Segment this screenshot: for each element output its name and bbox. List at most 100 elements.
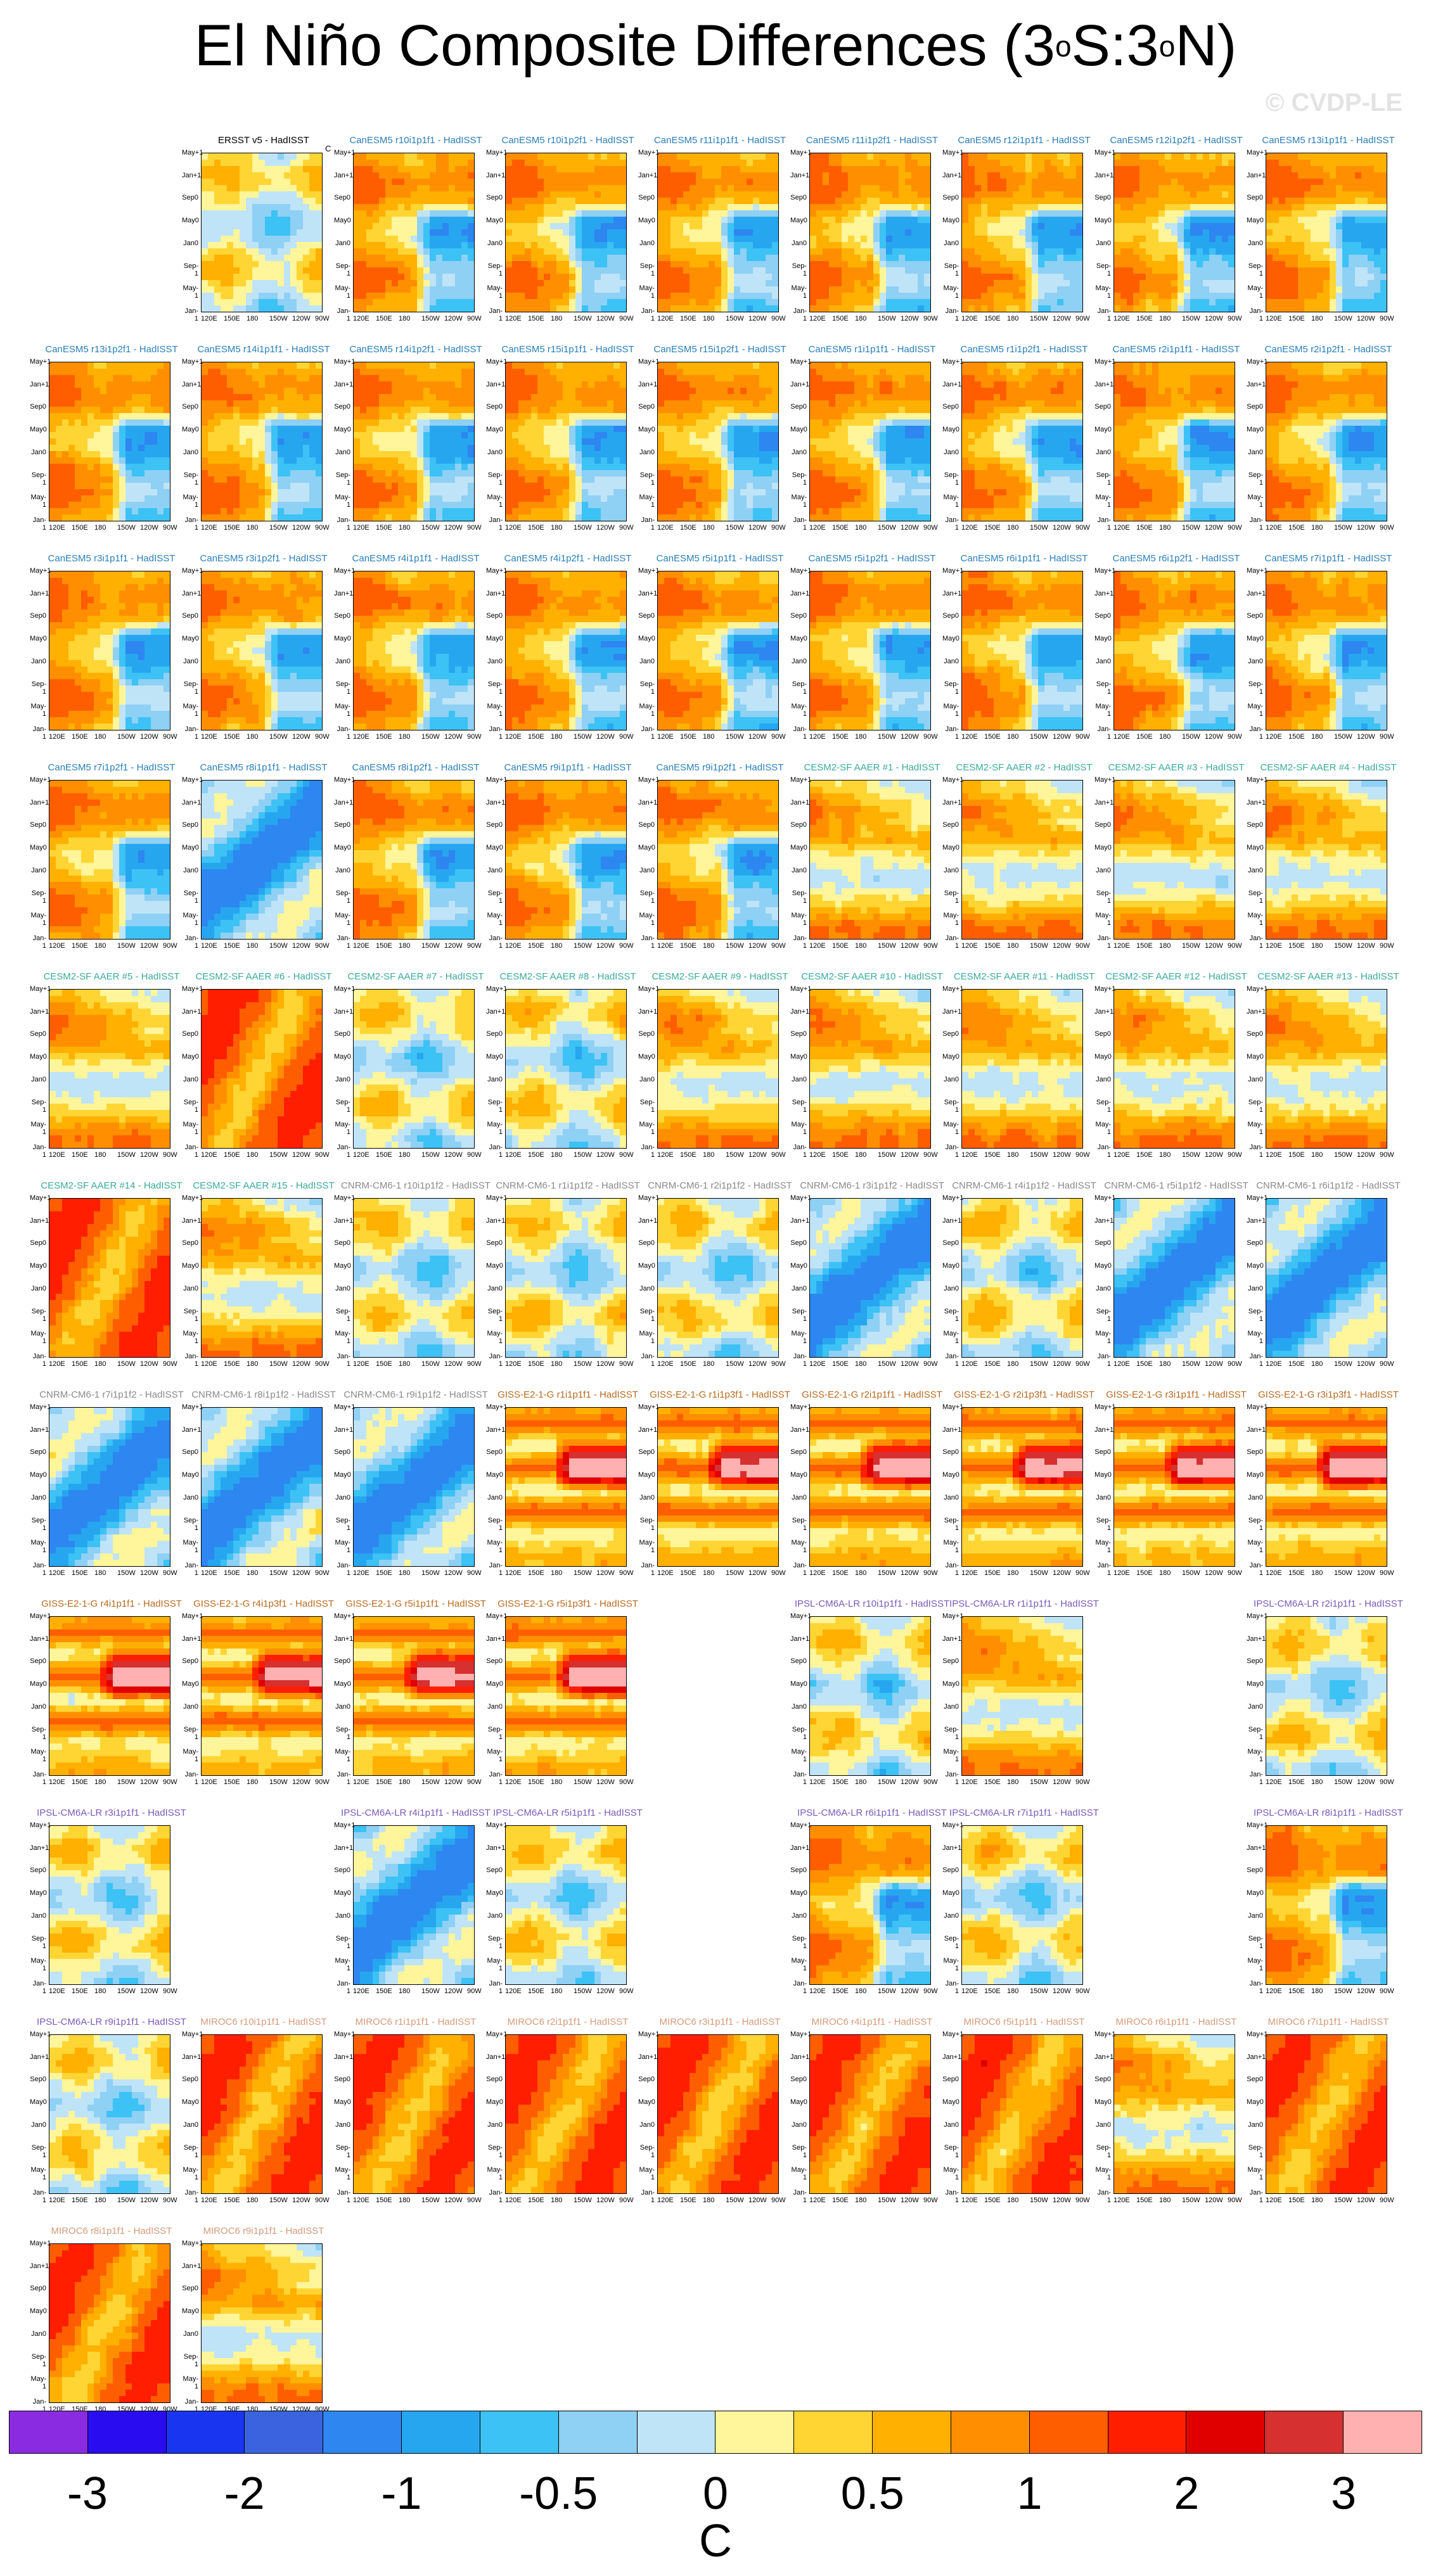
- heatmap-cell: [1209, 305, 1216, 312]
- heatmap-cell: [1063, 217, 1070, 224]
- heatmap-cell: [119, 438, 126, 445]
- heatmap-cell: [880, 261, 887, 268]
- heatmap-cell: [404, 160, 411, 167]
- heatmap-cell: [880, 191, 887, 198]
- heatmap-cell: [252, 457, 259, 464]
- heatmap-cell: [309, 172, 316, 179]
- heatmap-cell: [1368, 179, 1375, 186]
- heatmap-cell: [544, 229, 551, 236]
- heatmap-cell: [144, 432, 151, 439]
- heatmap-cell: [753, 299, 760, 306]
- heatmap-cell: [436, 362, 443, 369]
- heatmap-cell: [810, 223, 817, 230]
- heatmap-cell: [1209, 191, 1216, 198]
- heatmap-cell: [1361, 236, 1368, 243]
- heatmap-cell: [221, 242, 228, 249]
- heatmap-cell: [677, 280, 684, 287]
- heatmap-cell: [690, 255, 696, 262]
- heatmap-cell: [94, 464, 101, 471]
- heatmap-cell: [411, 185, 418, 192]
- heatmap-cell: [1076, 204, 1082, 211]
- heatmap-cell: [240, 185, 247, 192]
- heatmap-cell: [265, 400, 272, 407]
- heatmap-cell: [1317, 204, 1324, 211]
- heatmap-cell: [379, 223, 386, 230]
- heatmap-cell: [1025, 217, 1032, 224]
- heatmap-cell: [290, 470, 297, 477]
- heatmap-cell: [759, 293, 766, 300]
- heatmap-cell: [1298, 286, 1305, 293]
- heatmap-cell: [734, 248, 741, 255]
- heatmap-cell: [259, 413, 266, 420]
- heatmap-cell: [588, 185, 595, 192]
- heatmap-cell: [1152, 185, 1159, 192]
- heatmap-cell: [1209, 217, 1216, 224]
- heatmap-cell: [664, 153, 671, 160]
- heatmap-cell: [772, 210, 778, 217]
- heatmap-cell: [835, 217, 842, 224]
- heatmap-cell: [810, 267, 817, 274]
- heatmap-cell: [1152, 248, 1159, 255]
- heatmap-cell: [404, 229, 411, 236]
- heatmap-cell: [284, 160, 291, 167]
- heatmap-cell: [715, 261, 722, 268]
- heatmap-cell: [303, 153, 310, 160]
- heatmap-cell: [994, 229, 1001, 236]
- heatmap-cell: [842, 166, 849, 173]
- heatmap-cell: [1222, 204, 1229, 211]
- heatmap-cell: [867, 286, 874, 293]
- heatmap-cell: [1190, 217, 1197, 224]
- heatmap-cell: [607, 305, 614, 312]
- heatmap-cell: [75, 445, 82, 452]
- heatmap-cell: [1273, 248, 1280, 255]
- heatmap-cell: [1051, 217, 1058, 224]
- heatmap-cell: [759, 160, 766, 167]
- heatmap-cell: [423, 204, 430, 211]
- heatmap-cell: [297, 419, 304, 426]
- heatmap-cell: [525, 223, 532, 230]
- heatmap-cell: [227, 381, 234, 388]
- heatmap-cell: [829, 172, 836, 179]
- heatmap-cell: [1374, 236, 1381, 243]
- heatmap-cell: [835, 204, 842, 211]
- heatmap-cell: [75, 419, 82, 426]
- heatmap-cell: [202, 489, 209, 496]
- heatmap-cell: [62, 426, 69, 433]
- heatmap-cell: [899, 185, 906, 192]
- heatmap-cell: [810, 305, 817, 312]
- heatmap-cell: [1184, 242, 1191, 249]
- heatmap-cell: [1146, 179, 1153, 186]
- heatmap-cell: [392, 255, 399, 262]
- heatmap-cell: [987, 223, 994, 230]
- heatmap-cell: [1158, 242, 1165, 249]
- heatmap-cell: [360, 198, 367, 205]
- heatmap-cell: [202, 476, 209, 483]
- heatmap-cell: [1342, 217, 1349, 224]
- heatmap-cell: [563, 204, 570, 211]
- heatmap-cell: [607, 204, 614, 211]
- heatmap-cell: [202, 280, 209, 287]
- heatmap-cell: [981, 179, 988, 186]
- heatmap-svg: [49, 362, 170, 521]
- heatmap-cell: [569, 160, 576, 167]
- heatmap-cell: [278, 160, 285, 167]
- heatmap-cell: [829, 248, 836, 255]
- heatmap-cell: [151, 400, 158, 407]
- heatmap-cell: [303, 280, 310, 287]
- heatmap-cell: [880, 204, 887, 211]
- y-tick-label: May0: [1247, 217, 1264, 224]
- heatmap-cell: [747, 153, 754, 160]
- heatmap-cell: [398, 375, 405, 382]
- heatmap-cell: [918, 229, 925, 236]
- heatmap-cell: [601, 217, 608, 224]
- heatmap-cell: [265, 464, 272, 471]
- heatmap-cell: [246, 381, 253, 388]
- heatmap-cell: [816, 274, 823, 281]
- heatmap-cell: [842, 261, 849, 268]
- heatmap-cell: [588, 191, 595, 198]
- heatmap-cell: [1178, 267, 1184, 274]
- heatmap-cell: [677, 172, 684, 179]
- heatmap-cell: [962, 299, 969, 306]
- y-tick-label: May-1: [1094, 284, 1111, 300]
- heatmap-cell: [290, 198, 297, 205]
